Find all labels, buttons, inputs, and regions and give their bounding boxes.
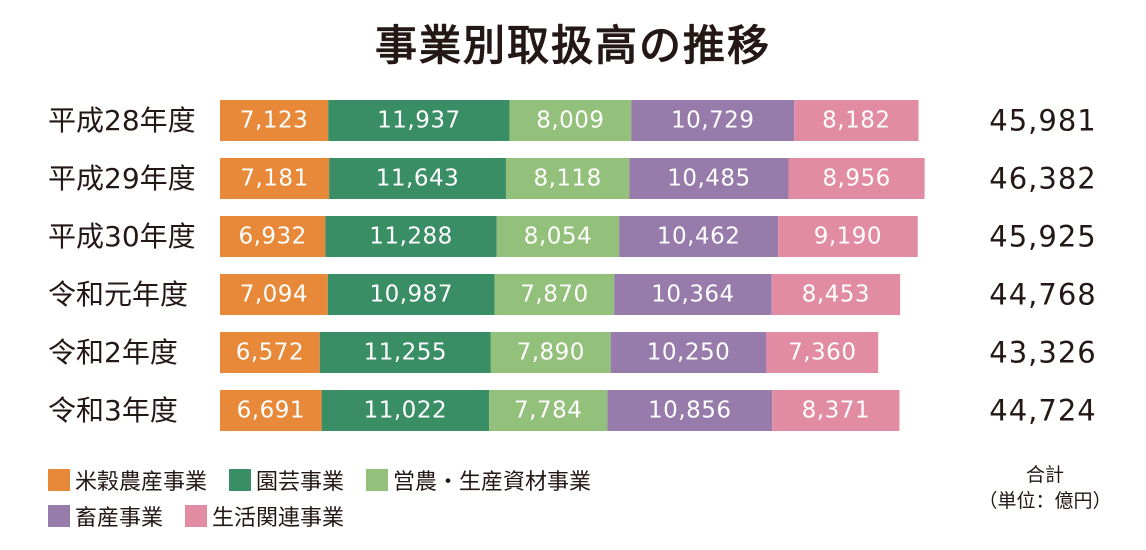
data-label: 10,729 bbox=[671, 108, 754, 134]
bar-segment bbox=[772, 390, 900, 431]
legend-item-livestock: 畜産事業 bbox=[48, 500, 163, 532]
bar-segment bbox=[631, 100, 795, 141]
data-label: 7,094 bbox=[240, 282, 308, 308]
year-label: 平成30年度 bbox=[48, 220, 196, 253]
bar-segment bbox=[328, 100, 510, 141]
legend-item-farming-supplies: 営農・生産資材事業 bbox=[366, 464, 591, 496]
bar-segment bbox=[220, 100, 329, 141]
year-label: 令和2年度 bbox=[48, 336, 178, 369]
data-label: 10,462 bbox=[657, 224, 740, 250]
bar-segment bbox=[319, 332, 491, 373]
data-label: 8,118 bbox=[533, 166, 601, 192]
data-label: 11,255 bbox=[364, 340, 447, 366]
year-label: 令和元年度 bbox=[48, 278, 188, 311]
chart-title: 事業別取扱高の推移 bbox=[374, 21, 771, 70]
bar-segment bbox=[610, 332, 767, 373]
bar-segment bbox=[490, 332, 611, 373]
totals-caption: 合計 bbox=[1025, 464, 1064, 486]
data-label: 11,288 bbox=[369, 224, 452, 250]
legend-swatch bbox=[48, 505, 70, 527]
data-label: 10,250 bbox=[647, 340, 730, 366]
total-label: 43,326 bbox=[989, 336, 1096, 370]
year-label: 平成29年度 bbox=[48, 162, 196, 195]
unit-note: 合計 （単位：億円） bbox=[975, 462, 1115, 514]
year-label: 令和3年度 bbox=[48, 394, 178, 427]
bar-segment bbox=[619, 216, 779, 257]
bar-segment bbox=[505, 158, 630, 199]
legend-swatch bbox=[48, 469, 70, 491]
legend-label: 園芸事業 bbox=[256, 470, 345, 495]
bar-segment bbox=[788, 158, 925, 199]
bar-segment bbox=[766, 332, 879, 373]
data-label: 7,123 bbox=[240, 108, 308, 134]
data-label: 6,691 bbox=[237, 398, 305, 424]
bar-segment bbox=[496, 216, 620, 257]
bar-segment bbox=[494, 274, 615, 315]
bar-segment bbox=[325, 216, 497, 257]
data-label: 7,870 bbox=[520, 282, 588, 308]
data-label: 8,453 bbox=[802, 282, 870, 308]
bar-segment bbox=[220, 216, 326, 257]
data-label: 7,784 bbox=[514, 398, 582, 424]
data-label: 11,643 bbox=[376, 166, 459, 192]
legend-row-2: 畜産事業 生活関連事業 bbox=[48, 498, 808, 534]
total-label: 45,925 bbox=[989, 220, 1096, 254]
bar-segment bbox=[794, 100, 919, 141]
bar-segment bbox=[614, 274, 772, 315]
legend-label: 生活関連事業 bbox=[212, 506, 345, 531]
bar-segment bbox=[220, 274, 328, 315]
bar-segment bbox=[771, 274, 901, 315]
bar-segment bbox=[220, 332, 320, 373]
bar-segment bbox=[329, 158, 506, 199]
total-label: 44,768 bbox=[989, 278, 1096, 312]
data-label: 6,572 bbox=[236, 340, 304, 366]
data-label: 8,009 bbox=[536, 108, 604, 134]
data-label: 7,360 bbox=[788, 340, 856, 366]
bar-segment bbox=[220, 158, 330, 199]
legend-label: 畜産事業 bbox=[75, 506, 164, 531]
legend-row-1: 米穀農産事業 園芸事業 営農・生産資材事業 bbox=[48, 462, 808, 498]
data-label: 7,181 bbox=[240, 166, 308, 192]
bar-segment bbox=[321, 390, 490, 431]
data-label: 8,182 bbox=[822, 108, 890, 134]
legend-label: 営農・生産資材事業 bbox=[393, 470, 592, 495]
legend-swatch bbox=[229, 469, 252, 491]
bar-segment bbox=[629, 158, 789, 199]
data-label: 11,022 bbox=[364, 398, 447, 424]
data-label: 8,956 bbox=[822, 166, 890, 192]
data-label: 8,371 bbox=[802, 398, 870, 424]
bar-segment bbox=[607, 390, 773, 431]
legend-item-lifestyle: 生活関連事業 bbox=[185, 500, 344, 532]
legend-label: 米穀農産事業 bbox=[75, 470, 208, 495]
unit-caption: （単位：億円） bbox=[978, 490, 1112, 512]
chart-legend: 米穀農産事業 園芸事業 営農・生産資材事業 畜産事業 生活関連事業 bbox=[48, 462, 808, 534]
total-label: 44,724 bbox=[989, 394, 1096, 428]
bar-segment bbox=[489, 390, 608, 431]
data-label: 9,190 bbox=[814, 224, 882, 250]
data-label: 10,856 bbox=[648, 398, 731, 424]
bar-segment bbox=[327, 274, 495, 315]
data-label: 10,987 bbox=[369, 282, 452, 308]
legend-item-rice: 米穀農産事業 bbox=[48, 464, 207, 496]
data-label: 11,937 bbox=[377, 108, 460, 134]
bar-segment bbox=[509, 100, 632, 141]
bar-segment bbox=[778, 216, 918, 257]
bar-segment bbox=[220, 390, 322, 431]
legend-swatch bbox=[366, 469, 389, 491]
data-label: 6,932 bbox=[238, 224, 306, 250]
year-label: 平成28年度 bbox=[48, 104, 196, 137]
data-label: 7,890 bbox=[517, 340, 585, 366]
total-label: 46,382 bbox=[989, 162, 1096, 196]
legend-swatch bbox=[185, 505, 208, 527]
legend-item-horticulture: 園芸事業 bbox=[229, 464, 344, 496]
data-label: 10,364 bbox=[651, 282, 734, 308]
stacked-bar-chart: 平成28年度 7,123 11,937 8,009 10,729 8,182 45,981 平… bbox=[48, 100, 1096, 431]
data-label: 10,485 bbox=[667, 166, 750, 192]
data-label: 8,054 bbox=[524, 224, 592, 250]
total-label: 45,981 bbox=[989, 104, 1096, 138]
